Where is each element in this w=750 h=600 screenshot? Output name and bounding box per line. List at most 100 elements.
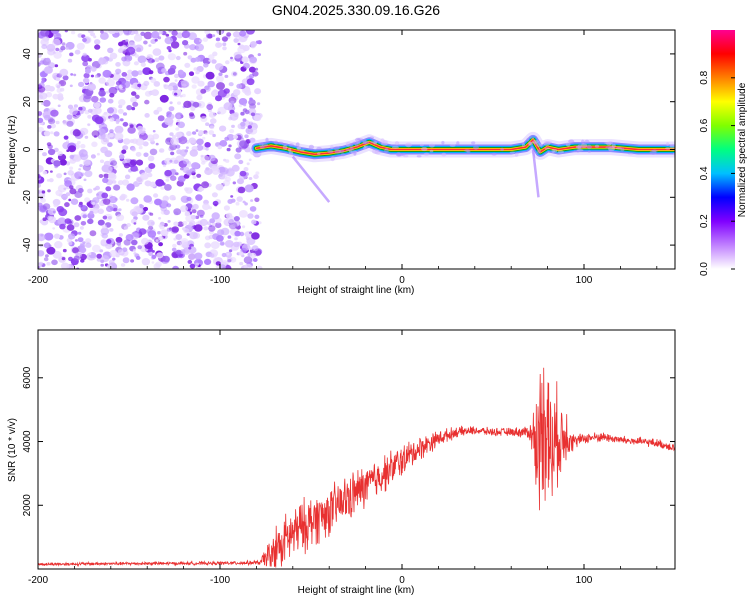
noise-speckle bbox=[123, 239, 131, 246]
noise-speckle bbox=[130, 84, 135, 89]
ridge-speckle bbox=[419, 143, 424, 147]
ridge-speckle bbox=[369, 136, 374, 139]
noise-speckle bbox=[105, 140, 109, 143]
noise-speckle bbox=[73, 155, 81, 163]
noise-speckle bbox=[87, 108, 93, 113]
noise-speckle bbox=[189, 138, 197, 145]
noise-speckle bbox=[230, 100, 235, 105]
noise-speckle bbox=[232, 31, 241, 38]
noise-speckle bbox=[212, 133, 216, 138]
noise-speckle bbox=[225, 159, 230, 163]
noise-speckle bbox=[164, 36, 174, 45]
noise-speckle bbox=[170, 41, 180, 49]
noise-speckle bbox=[69, 84, 73, 88]
noise-speckle bbox=[131, 106, 136, 111]
noise-speckle bbox=[119, 118, 124, 122]
noise-speckle bbox=[195, 129, 199, 132]
noise-speckle bbox=[83, 77, 90, 84]
noise-speckle bbox=[81, 54, 90, 62]
noise-speckle bbox=[85, 242, 92, 248]
noise-speckle bbox=[180, 195, 190, 203]
noise-speckle bbox=[205, 71, 215, 80]
ridge-speckle bbox=[297, 147, 301, 151]
noise-speckle bbox=[124, 174, 131, 180]
noise-speckle bbox=[101, 233, 109, 239]
noise-speckle bbox=[56, 88, 62, 93]
noise-speckle bbox=[238, 104, 243, 108]
noise-speckle bbox=[183, 51, 188, 56]
noise-speckle bbox=[234, 230, 241, 237]
noise-speckle bbox=[246, 237, 256, 246]
noise-speckle bbox=[257, 53, 261, 57]
ridge-speckle bbox=[491, 152, 497, 156]
noise-speckle bbox=[154, 57, 160, 62]
noise-speckle bbox=[53, 131, 60, 137]
y-tick-label: 20 bbox=[22, 96, 33, 108]
noise-speckle bbox=[229, 112, 239, 121]
noise-speckle bbox=[59, 159, 67, 166]
noise-speckle bbox=[50, 170, 53, 173]
noise-speckle bbox=[127, 69, 133, 75]
noise-speckle bbox=[153, 193, 159, 198]
noise-speckle bbox=[152, 48, 162, 56]
noise-speckle bbox=[80, 143, 86, 149]
ridge-speckle bbox=[500, 147, 504, 152]
noise-speckle bbox=[90, 208, 94, 212]
noise-speckle bbox=[122, 179, 129, 186]
noise-speckle bbox=[153, 81, 161, 87]
noise-speckle bbox=[251, 245, 259, 252]
colorbar-tick-label: 0.6 bbox=[699, 118, 710, 132]
noise-speckle bbox=[55, 189, 63, 197]
noise-speckle bbox=[42, 170, 48, 175]
noise-speckle bbox=[139, 204, 144, 209]
noise-speckle bbox=[210, 165, 218, 172]
noise-speckle bbox=[184, 149, 188, 153]
noise-speckle bbox=[55, 47, 60, 52]
noise-speckle bbox=[70, 198, 79, 205]
noise-speckle bbox=[45, 57, 51, 62]
noise-speckle bbox=[224, 74, 229, 78]
noise-speckle bbox=[107, 107, 114, 114]
noise-speckle bbox=[143, 206, 149, 212]
noise-speckle bbox=[221, 252, 227, 258]
noise-speckle bbox=[109, 93, 115, 98]
noise-speckle bbox=[240, 121, 246, 127]
noise-speckle bbox=[164, 169, 172, 177]
noise-speckle bbox=[137, 245, 142, 250]
noise-speckle bbox=[208, 111, 216, 118]
noise-speckle bbox=[45, 254, 49, 258]
noise-speckle bbox=[117, 180, 124, 186]
ridge-speckle bbox=[362, 140, 370, 145]
noise-speckle bbox=[131, 70, 139, 77]
noise-speckle bbox=[109, 129, 114, 134]
noise-speckle bbox=[43, 114, 51, 121]
noise-speckle bbox=[164, 117, 174, 126]
noise-speckle bbox=[195, 70, 200, 75]
noise-speckle bbox=[238, 159, 244, 165]
noise-speckle bbox=[47, 189, 51, 193]
noise-speckle bbox=[119, 44, 127, 51]
noise-speckle bbox=[55, 77, 61, 82]
noise-speckle bbox=[51, 259, 58, 266]
noise-speckle bbox=[68, 233, 76, 240]
noise-speckle bbox=[242, 225, 246, 229]
noise-speckle bbox=[127, 126, 136, 134]
noise-speckle bbox=[118, 208, 122, 212]
noise-speckle bbox=[249, 252, 257, 259]
noise-speckle bbox=[246, 162, 250, 166]
noise-speckle bbox=[102, 215, 108, 220]
noise-speckle bbox=[82, 214, 87, 219]
ridge-speckle bbox=[666, 142, 670, 146]
spectrogram-x-axis-label: Height of straight line (km) bbox=[298, 285, 415, 296]
noise-speckle bbox=[223, 205, 230, 211]
noise-speckle bbox=[57, 95, 64, 101]
colorbar-tick-label: 0.2 bbox=[699, 214, 710, 228]
noise-speckle bbox=[87, 218, 94, 225]
noise-speckle bbox=[167, 220, 171, 223]
frequency-ridge bbox=[248, 131, 675, 203]
noise-speckle bbox=[115, 62, 121, 67]
noise-speckle bbox=[250, 199, 254, 202]
noise-speckle bbox=[216, 235, 224, 242]
noise-speckle bbox=[123, 30, 132, 36]
noise-speckle bbox=[63, 187, 67, 190]
